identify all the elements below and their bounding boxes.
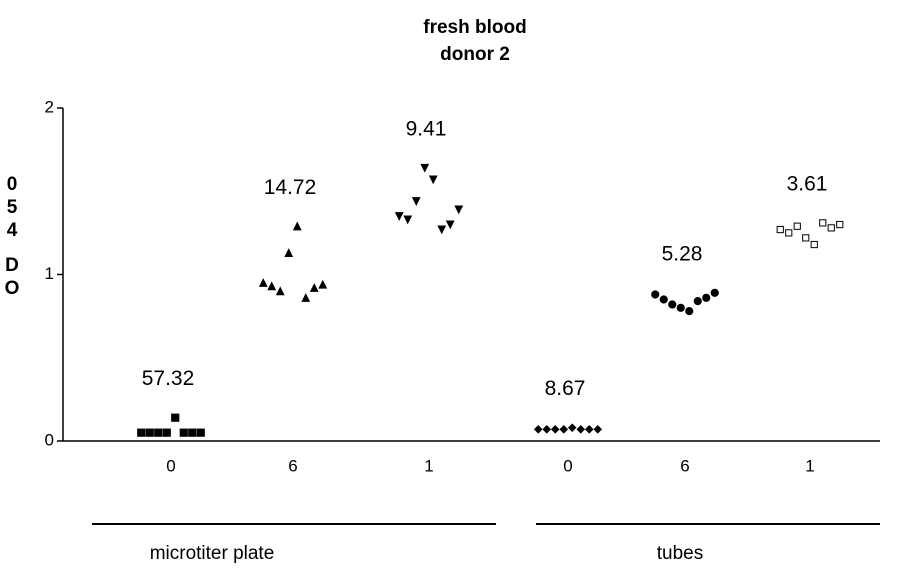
marker [576, 425, 586, 434]
chart-title: fresh blood [423, 17, 526, 38]
marker [776, 225, 784, 234]
marker [318, 279, 328, 289]
marker [593, 425, 603, 434]
x-tick-label: 6 [288, 456, 297, 475]
y-axis-label: 5 [7, 197, 18, 218]
marker [301, 293, 311, 302]
y-tick-label: 2 [45, 97, 54, 116]
marker [403, 215, 413, 225]
marker [693, 297, 702, 306]
marker [659, 295, 668, 304]
marker [196, 428, 205, 437]
marker [275, 286, 285, 296]
marker [685, 307, 694, 316]
y-tick-label: 0 [45, 430, 54, 449]
y-tick-label: 1 [45, 264, 54, 283]
marker [559, 425, 569, 434]
x-tick-label: 0 [166, 456, 175, 475]
annotation: 3.61 [787, 172, 828, 195]
group-label: microtiter plate [150, 543, 275, 564]
marker [411, 197, 421, 206]
marker [428, 175, 438, 185]
marker [420, 163, 430, 173]
annotation: 5.28 [662, 242, 703, 265]
y-axis-label: D [5, 255, 19, 276]
x-tick-label: 0 [563, 456, 572, 475]
marker [533, 425, 543, 434]
marker [154, 428, 163, 437]
marker [785, 229, 793, 237]
marker [668, 300, 677, 309]
marker [309, 283, 319, 292]
marker [284, 248, 294, 257]
x-tick-label: 1 [805, 456, 814, 475]
marker [550, 425, 560, 434]
marker [802, 234, 810, 242]
marker [793, 222, 801, 230]
marker [188, 428, 197, 437]
marker [676, 303, 685, 312]
marker [542, 425, 552, 434]
group-label: tubes [657, 543, 703, 564]
marker [145, 428, 154, 437]
x-tick-label: 1 [424, 456, 433, 475]
marker [584, 425, 594, 434]
marker [567, 423, 577, 432]
annotation: 9.41 [406, 117, 447, 140]
marker [437, 225, 447, 235]
y-axis-label: O [5, 278, 20, 299]
annotation: 8.67 [545, 377, 586, 400]
marker [702, 293, 711, 302]
marker [454, 205, 464, 215]
marker [267, 281, 277, 291]
marker [651, 290, 660, 299]
annotation: 57.32 [142, 367, 195, 390]
marker [162, 428, 171, 437]
marker [445, 220, 455, 230]
marker [394, 212, 404, 221]
chart-title: donor 2 [440, 44, 510, 65]
marker [836, 220, 844, 229]
marker [710, 288, 719, 297]
marker [810, 240, 818, 249]
marker [137, 428, 146, 437]
x-tick-label: 6 [680, 456, 689, 475]
marker [827, 224, 835, 232]
y-axis-label: 0 [7, 174, 18, 195]
marker [819, 219, 827, 227]
annotation: 14.72 [264, 176, 317, 199]
y-axis-label: 4 [7, 220, 18, 241]
marker [179, 428, 188, 437]
marker [171, 413, 180, 422]
marker [292, 221, 302, 231]
marker [258, 278, 268, 287]
